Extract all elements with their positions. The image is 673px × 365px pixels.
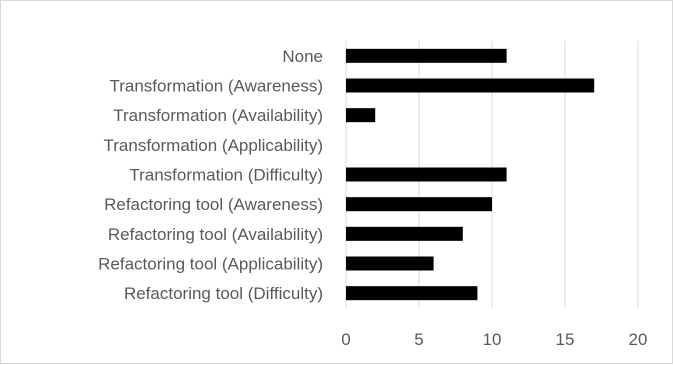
bar (346, 108, 376, 123)
x-tick-label: 10 (483, 330, 502, 349)
bar (346, 197, 492, 212)
x-tick-label: 0 (341, 330, 350, 349)
bar (346, 286, 478, 301)
x-axis-tick-labels: 0 5 10 15 20 (341, 330, 647, 349)
bar (346, 167, 507, 182)
category-label: None (282, 47, 323, 66)
category-label: Transformation (Availability) (113, 106, 323, 125)
x-tick-label: 15 (556, 330, 575, 349)
category-label: Refactoring tool (Awareness) (104, 195, 323, 214)
bars (346, 48, 595, 301)
x-tick-label: 20 (629, 330, 648, 349)
category-label: Refactoring tool (Applicability) (98, 255, 323, 274)
bar (346, 78, 595, 93)
category-label: Transformation (Applicability) (104, 136, 324, 155)
bar (346, 226, 463, 241)
category-labels: None Transformation (Awareness) Transforma… (98, 47, 323, 303)
category-label: Transformation (Awareness) (109, 77, 323, 96)
bar (346, 48, 507, 63)
category-label: Transformation (Difficulty) (129, 166, 323, 185)
x-tick-label: 5 (414, 330, 423, 349)
category-label: Refactoring tool (Availability) (108, 225, 323, 244)
bar (346, 256, 434, 271)
category-label: Refactoring tool (Difficulty) (124, 284, 323, 303)
